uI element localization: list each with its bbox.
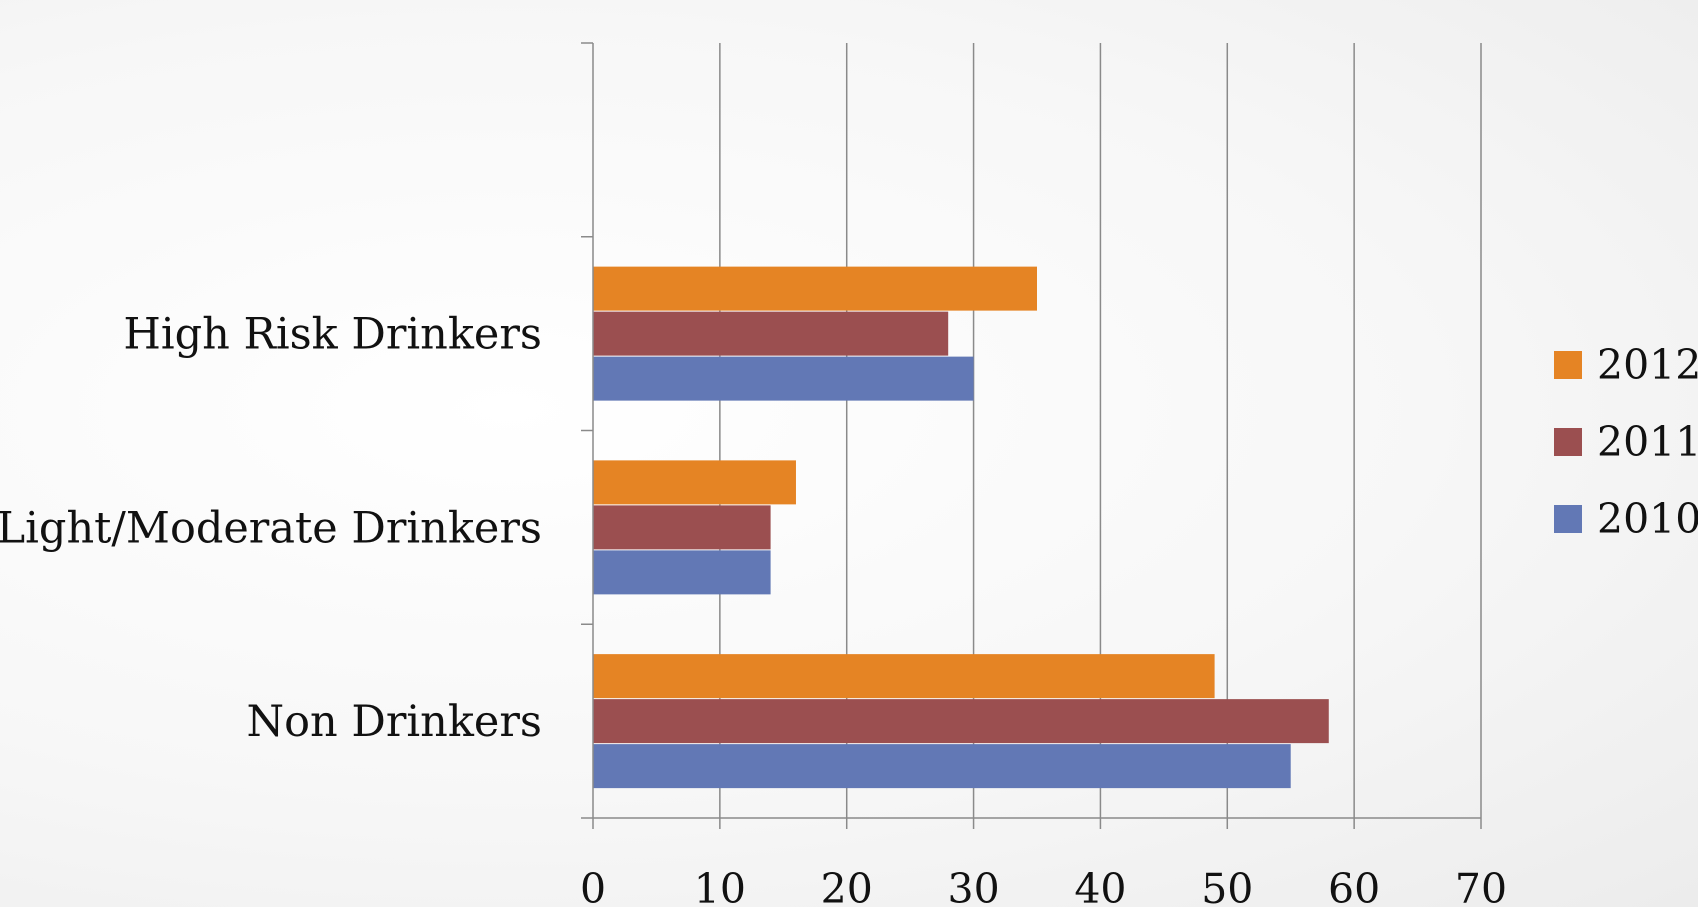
x-tick-label: 60 [1328,865,1380,907]
bar-2010 [593,744,1291,789]
bar-2010 [593,550,771,595]
x-tick-label: 20 [821,865,873,907]
legend: 2012 2011 2010 [1554,341,1698,543]
bar-2011 [593,699,1329,744]
bar-2012 [593,654,1215,699]
category-label: High Risk Drinkers [123,310,542,360]
bar-2011 [593,505,771,550]
legend-swatch [1554,505,1582,533]
legend-label: 2012 [1597,341,1698,389]
x-tick-label: 30 [947,865,999,907]
bars [593,266,1329,789]
legend-label: 2010 [1597,495,1698,543]
bar-2010 [593,356,974,401]
legend-label: 2011 [1597,418,1698,466]
axes [581,42,1482,829]
category-labels: Non Drinkers Light/Moderate Drinkers High … [0,310,542,748]
bar-2012 [593,266,1037,311]
x-tick-label: 0 [580,865,606,907]
legend-swatch [1554,428,1582,456]
x-tick-label: 40 [1074,865,1126,907]
bar-2011 [593,311,949,356]
x-tick-label: 70 [1455,865,1507,907]
category-label: Light/Moderate Drinkers [0,503,542,553]
legend-swatch [1554,351,1582,379]
x-tick-labels: 0 10 20 30 40 50 60 70 [580,865,1507,907]
category-label: Non Drinkers [247,697,542,747]
gridlines [719,43,1482,818]
x-tick-label: 10 [694,865,746,907]
bar-2012 [593,460,796,505]
x-tick-label: 50 [1201,865,1253,907]
